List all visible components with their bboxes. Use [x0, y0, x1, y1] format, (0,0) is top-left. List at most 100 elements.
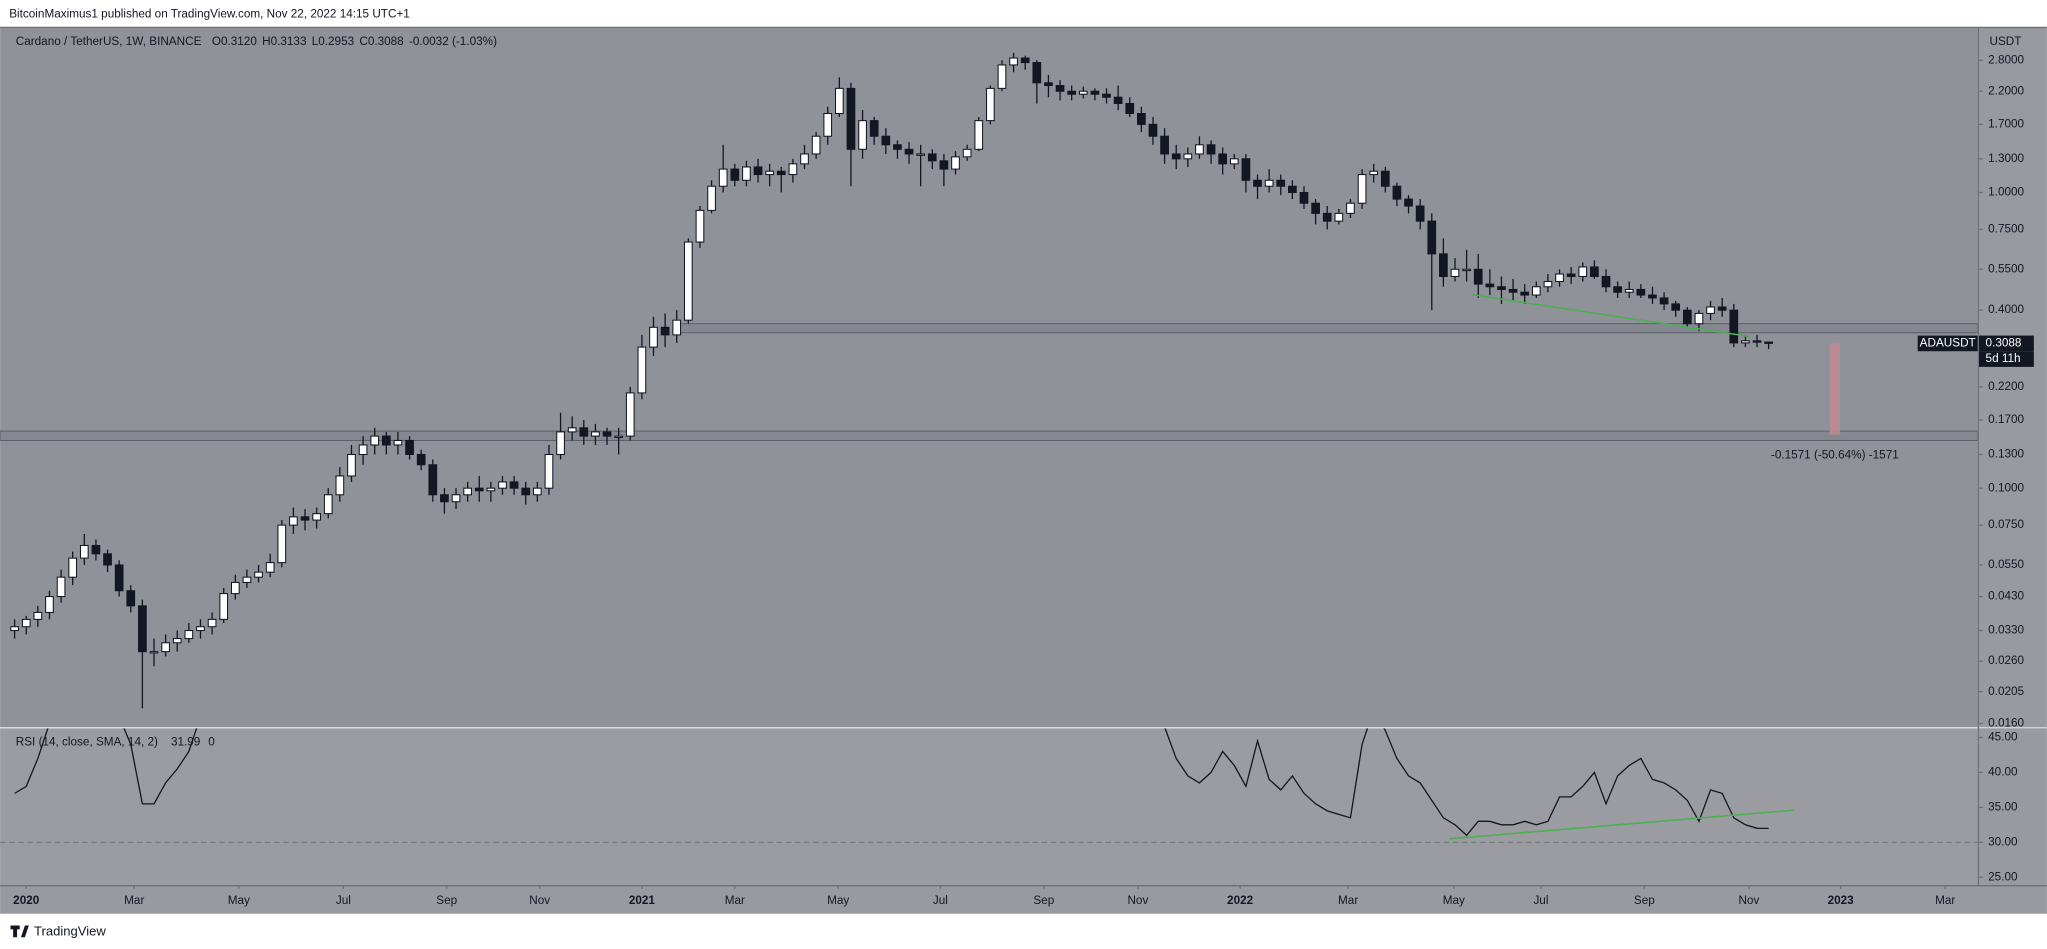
candle-body: [1009, 57, 1018, 66]
quote: O0.3120 H0.3133 L0.2953 C0.3088 -0.0032 (-1.…: [212, 35, 497, 48]
candle-body: [1520, 291, 1530, 296]
rsi-trendline: [1449, 809, 1795, 840]
candle-body: [858, 120, 867, 150]
candle-body: [56, 576, 66, 598]
candle-body: [962, 148, 972, 158]
y-tick-label: 0.0330: [1988, 624, 2024, 637]
candle-body: [1613, 286, 1622, 293]
candle-body: [579, 427, 589, 437]
candle-body: [1682, 309, 1692, 325]
candle-body: [1764, 341, 1773, 344]
x-tick-label: Sep: [1033, 894, 1054, 907]
rsi-y-tick-label: 45.00: [1988, 731, 2018, 744]
legend: Cardano / TetherUS, 1W, BINANCE O0.3120 H0…: [16, 35, 497, 48]
y-tick-label: 0.0430: [1988, 590, 2024, 603]
candle-body: [916, 153, 926, 156]
quote-item: -0.0032 (-1.03%): [409, 35, 497, 48]
candle-body: [1462, 268, 1471, 272]
x-tick-label: Mar: [1338, 894, 1358, 907]
candle-body: [463, 487, 472, 496]
candle-body: [556, 431, 565, 456]
candle-body: [765, 170, 775, 176]
candle-body: [834, 87, 844, 115]
candle-body: [1380, 170, 1390, 187]
candle-body: [683, 241, 693, 321]
candle-body: [79, 544, 89, 559]
candle-body: [486, 487, 496, 492]
rsi-plot: [0, 728, 1978, 843]
candle-body: [974, 120, 984, 150]
support-zone: [676, 323, 1978, 334]
candle-body: [823, 112, 833, 137]
candle-body: [347, 453, 356, 477]
candle-body: [1137, 112, 1146, 125]
candle-body: [1253, 179, 1262, 187]
candle-body: [811, 135, 821, 155]
y-tick-label: 1.7000: [1988, 117, 2024, 130]
candle-body: [1531, 286, 1541, 296]
y-tick-label: 0.7500: [1988, 223, 2024, 236]
candle-body: [1276, 179, 1286, 187]
candle-body: [1566, 273, 1576, 277]
y-tick-label: 0.0750: [1988, 518, 2024, 531]
candle-body: [591, 431, 600, 437]
quote-item: O0.3120: [212, 35, 257, 48]
candle-body: [1450, 268, 1460, 277]
x-tick-label: Jul: [336, 894, 351, 907]
x-tick-label: Jul: [1533, 894, 1548, 907]
candle-body: [1706, 306, 1715, 314]
candle-body: [393, 439, 403, 446]
candle-body: [1729, 309, 1739, 344]
candle-body: [707, 185, 716, 211]
y-tick-label: 0.0205: [1988, 685, 2024, 698]
candle-body: [509, 481, 519, 489]
candle-body: [1055, 85, 1065, 92]
candle-body: [416, 453, 426, 466]
candle-body: [1113, 96, 1123, 105]
y-tick-label: 0.0160: [1988, 717, 2024, 730]
candle-body: [474, 487, 484, 492]
price-tag: [1979, 335, 2034, 352]
x-tick-label: Jul: [933, 894, 948, 907]
candle-body: [1288, 185, 1297, 194]
candle-body: [637, 346, 647, 394]
price-plot: [0, 52, 1978, 709]
candle-body: [1659, 297, 1669, 305]
candle-body: [289, 516, 298, 526]
candle-body: [1195, 144, 1204, 155]
candle-body: [254, 571, 263, 578]
candle-body: [1590, 266, 1599, 277]
candle-body: [904, 148, 914, 155]
candle-body: [1334, 212, 1344, 222]
symbol-tag: [1917, 335, 1978, 352]
x-tick-label: Mar: [725, 894, 745, 907]
candle-body: [567, 427, 577, 433]
candle-body: [381, 435, 391, 446]
candle-body: [312, 513, 321, 521]
candle-body: [1508, 288, 1518, 293]
rsi-y-tick-label: 40.00: [1988, 766, 2018, 779]
candle-body: [33, 611, 43, 620]
candle-body: [323, 494, 333, 515]
candle-body: [1694, 312, 1704, 325]
candle-body: [602, 431, 612, 437]
tradingview-logo: TradingView: [10, 923, 106, 938]
candle-body: [869, 120, 879, 137]
y-tick-label: 1.3000: [1988, 152, 2024, 165]
candle-body: [846, 87, 856, 150]
candle-body: [1125, 102, 1135, 115]
candle-body: [335, 475, 345, 496]
rsi-line: [14, 728, 1769, 837]
candle-body: [1578, 266, 1588, 277]
symbol-tag-label: ADAUSDT: [1920, 336, 1976, 349]
rsi-pane: [0, 728, 1978, 886]
candle-body: [1067, 90, 1077, 95]
candle-body: [138, 605, 147, 653]
rsi-y-tick-label: 30.00: [1988, 835, 2018, 848]
countdown-tag: [1979, 351, 2034, 367]
axes: 2.8000 2.2000 1.7000 1.3000 1.0000 0.7500 0.55…: [13, 53, 2024, 906]
candle-body: [1044, 82, 1053, 87]
x-tick-label: 2022: [1227, 894, 1254, 907]
symbol-title: Cardano / TetherUS, 1W, BINANCE: [16, 35, 202, 48]
